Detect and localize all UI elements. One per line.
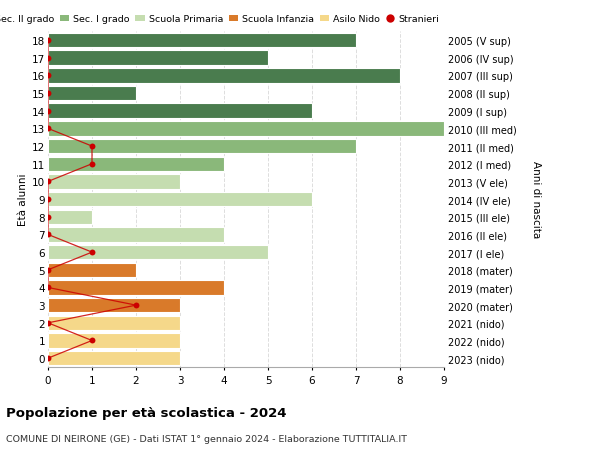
Bar xyxy=(48,228,224,242)
Bar xyxy=(48,210,92,224)
Bar xyxy=(48,157,224,172)
Point xyxy=(43,55,53,62)
Text: COMUNE DI NEIRONE (GE) - Dati ISTAT 1° gennaio 2024 - Elaborazione TUTTITALIA.IT: COMUNE DI NEIRONE (GE) - Dati ISTAT 1° g… xyxy=(6,434,407,443)
Point xyxy=(87,337,97,344)
Point xyxy=(43,284,53,291)
Bar xyxy=(48,69,400,84)
Bar xyxy=(48,175,180,189)
Text: Popolazione per età scolastica - 2024: Popolazione per età scolastica - 2024 xyxy=(6,406,287,419)
Bar xyxy=(48,87,136,101)
Point xyxy=(43,319,53,327)
Point xyxy=(43,108,53,115)
Bar xyxy=(48,122,444,136)
Point xyxy=(43,267,53,274)
Bar xyxy=(48,351,180,366)
Y-axis label: Età alunni: Età alunni xyxy=(18,174,28,226)
Point xyxy=(87,161,97,168)
Point xyxy=(43,125,53,133)
Bar xyxy=(48,280,224,295)
Bar xyxy=(48,334,180,348)
Bar xyxy=(48,316,180,330)
Bar xyxy=(48,298,180,313)
Point xyxy=(87,249,97,256)
Point xyxy=(87,143,97,151)
Bar xyxy=(48,34,356,48)
Bar xyxy=(48,246,268,260)
Point xyxy=(43,90,53,97)
Bar xyxy=(48,140,356,154)
Y-axis label: Anni di nascita: Anni di nascita xyxy=(531,161,541,238)
Point xyxy=(43,73,53,80)
Point xyxy=(43,179,53,186)
Point xyxy=(43,213,53,221)
Point xyxy=(43,196,53,203)
Legend: Sec. II grado, Sec. I grado, Scuola Primaria, Scuola Infanzia, Asilo Nido, Stran: Sec. II grado, Sec. I grado, Scuola Prim… xyxy=(0,15,439,24)
Bar xyxy=(48,192,312,207)
Point xyxy=(43,355,53,362)
Point xyxy=(43,231,53,239)
Bar xyxy=(48,263,136,277)
Point xyxy=(43,37,53,45)
Bar xyxy=(48,104,312,119)
Point xyxy=(131,302,141,309)
Bar xyxy=(48,51,268,66)
